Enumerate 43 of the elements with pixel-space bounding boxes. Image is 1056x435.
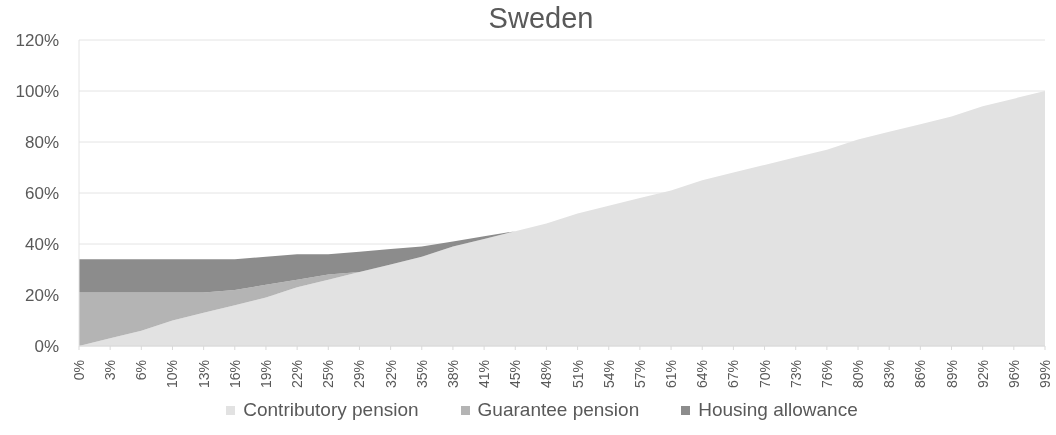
legend-label: Contributory pension xyxy=(243,399,419,420)
x-tick-label: 41% xyxy=(476,360,493,389)
x-tick-label: 76% xyxy=(818,360,835,389)
x-tick-label: 32% xyxy=(382,360,399,389)
x-tick-label: 54% xyxy=(600,360,617,389)
x-tick-label: 16% xyxy=(226,360,243,389)
x-tick-label: 19% xyxy=(257,360,274,389)
x-tick-label: 99% xyxy=(1037,360,1053,389)
x-tick-label: 6% xyxy=(133,360,150,381)
x-tick-label: 0% xyxy=(71,360,87,381)
x-tick-label: 13% xyxy=(195,360,212,389)
x-tick-label: 22% xyxy=(289,360,306,389)
legend-label: Guarantee pension xyxy=(477,399,640,420)
x-tick-label: 57% xyxy=(631,360,648,389)
x-tick-label: 10% xyxy=(164,360,181,389)
y-tick-label: 80% xyxy=(24,133,59,153)
y-tick-label: 120% xyxy=(15,31,59,51)
x-tick-label: 48% xyxy=(538,360,555,389)
x-tick-label: 61% xyxy=(663,360,680,389)
x-tick-label: 70% xyxy=(756,360,773,389)
x-tick-label: 86% xyxy=(912,360,929,389)
x-tick-label: 38% xyxy=(444,360,461,389)
x-tick-label: 92% xyxy=(974,360,991,389)
x-tick-label: 51% xyxy=(569,360,586,389)
y-tick-label: 0% xyxy=(34,337,59,357)
x-tick-label: 96% xyxy=(1005,360,1022,389)
x-tick-label: 89% xyxy=(943,360,960,389)
x-tick-label: 64% xyxy=(694,360,711,389)
x-tick-label: 35% xyxy=(413,360,430,389)
x-tick-label: 83% xyxy=(881,360,898,389)
x-tick-label: 67% xyxy=(725,360,742,389)
x-tick-label: 45% xyxy=(507,360,524,389)
chart-title: Sweden xyxy=(487,1,595,36)
y-tick-label: 20% xyxy=(24,286,59,306)
y-tick-label: 40% xyxy=(24,235,59,255)
x-tick-label: 25% xyxy=(320,360,337,389)
y-tick-label: 60% xyxy=(24,184,59,204)
y-tick-label: 100% xyxy=(15,82,59,102)
x-tick-label: 3% xyxy=(102,360,119,381)
x-tick-label: 73% xyxy=(787,360,804,389)
x-tick-label: 29% xyxy=(351,360,368,389)
x-tick-label: 80% xyxy=(850,360,867,389)
legend-label: Housing allowance xyxy=(698,399,858,420)
